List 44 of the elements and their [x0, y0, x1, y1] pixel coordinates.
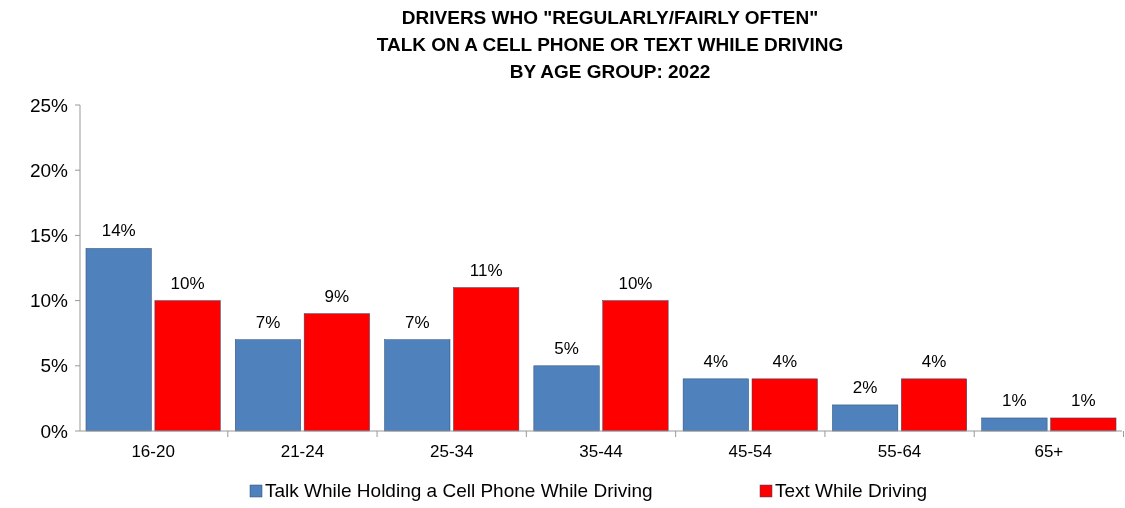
- text: 7%: [255, 312, 281, 332]
- bar: [303, 313, 370, 432]
- x-tick-label: 25-34: [429, 442, 474, 461]
- text: 2%: [852, 377, 878, 397]
- x-tick-label: 45-54: [728, 442, 773, 461]
- text: 11%: [469, 260, 503, 280]
- bar: [384, 339, 451, 432]
- bar: [85, 248, 152, 432]
- bar: [533, 365, 600, 432]
- text: 10%: [618, 273, 653, 293]
- bar: [751, 378, 818, 432]
- bar: [981, 417, 1048, 432]
- x-tick-label: 16-20: [131, 442, 175, 461]
- text: 1%: [1002, 390, 1027, 410]
- text: 1%: [1071, 390, 1096, 410]
- text: 14%: [101, 221, 136, 241]
- legend-label: Text While Driving: [775, 480, 928, 501]
- bar: [235, 339, 301, 432]
- bar: [453, 287, 520, 432]
- y-tick-label: 5%: [40, 355, 69, 377]
- bar: [154, 300, 221, 432]
- bar: [602, 300, 669, 432]
- chart-title: DRIVERS WHO "REGULARLY/FAIRLY OFTEN" TALK ON A CELL PHONE OR TEXT WHILE DRIVING BY AGE GROUP: 2022: [376, 7, 844, 82]
- text: 5%: [554, 338, 579, 358]
- text: 4%: [772, 351, 798, 371]
- text: 10%: [170, 273, 205, 293]
- x-tick-label: 35-44: [579, 442, 623, 461]
- text: 4%: [703, 351, 729, 371]
- bar: [901, 378, 967, 432]
- x-tick-label: 21-24: [280, 442, 325, 461]
- text: 7%: [404, 312, 430, 332]
- bar: [682, 378, 749, 432]
- bar: [1050, 417, 1117, 432]
- y-tick-label: 15%: [29, 225, 69, 247]
- x-tick-label: 65+: [1034, 442, 1064, 461]
- text: 9%: [324, 286, 350, 306]
- bar: [832, 404, 899, 432]
- x-tick-label: 55-64: [877, 442, 922, 461]
- legend-label: Talk While Holding a Cell Phone While Driving: [265, 480, 653, 501]
- y-tick-label: 0%: [40, 420, 69, 442]
- y-tick-label: 25%: [29, 94, 69, 116]
- y-tick-label: 10%: [29, 290, 69, 312]
- y-tick-label: 20%: [29, 159, 69, 181]
- text: 4%: [921, 351, 947, 371]
